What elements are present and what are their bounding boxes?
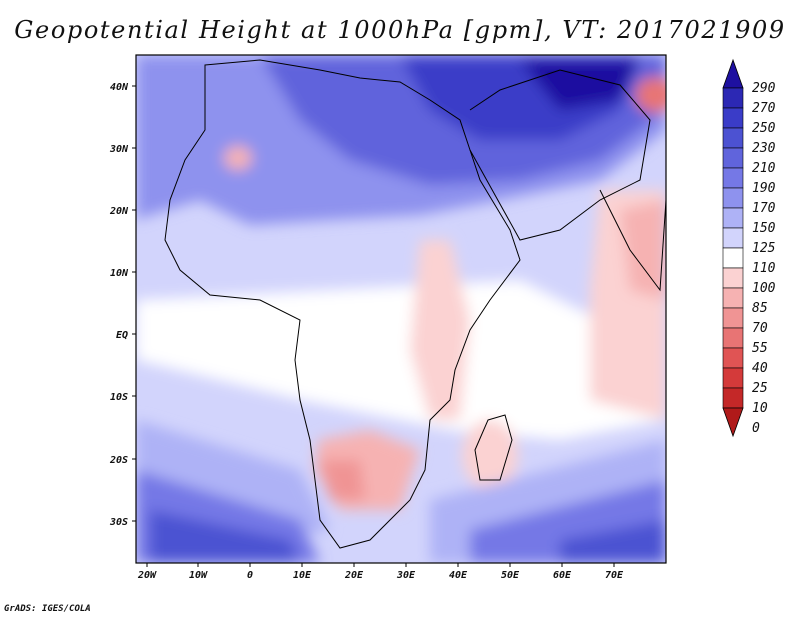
colorbar-swatch-7	[722, 207, 744, 229]
lat-label-20n: 20N	[109, 206, 129, 217]
colorbar-top-arrow	[722, 58, 744, 89]
colorbar-label-25: 25	[752, 381, 768, 396]
lat-label-10s: 10S	[110, 392, 128, 403]
colorbar-label-250: 250	[752, 121, 776, 136]
colorbar-label-85: 85	[752, 301, 768, 316]
lon-label-0: 0	[247, 570, 253, 581]
lat-label-40n: 40N	[110, 82, 129, 93]
colorbar-label-0: 0	[752, 421, 760, 436]
colorbar-label-230: 230	[752, 141, 776, 156]
lat-label-eq: EQ	[116, 330, 128, 341]
colorbar-label-150: 150	[752, 221, 776, 236]
colorbar-swatch-4	[722, 147, 744, 169]
lon-label-10w: 10W	[189, 570, 208, 581]
lat-label-30n: 30N	[109, 144, 129, 155]
lat-label-10n: 10N	[110, 268, 129, 279]
colorbar-label-270: 270	[752, 101, 776, 116]
colorbar-swatch-8	[722, 227, 744, 249]
lon-label-60e: 60E	[553, 570, 572, 581]
lon-label-40e: 40E	[449, 570, 468, 581]
colorbar	[722, 58, 744, 438]
colorbar-label-40: 40	[752, 361, 768, 376]
colorbar-swatch-13	[722, 327, 744, 349]
colorbar-label-55: 55	[752, 341, 768, 356]
map-title: Geopotential Height at 1000hPa [gpm], VT…	[14, 16, 786, 44]
colorbar-label-125: 125	[752, 241, 776, 256]
colorbar-swatch-10	[722, 267, 744, 289]
colorbar-label-10: 10	[752, 401, 768, 416]
colorbar-label-290: 290	[752, 81, 776, 96]
lon-label-10e: 10E	[293, 570, 312, 581]
colorbar-swatch-6	[722, 187, 744, 209]
colorbar-swatch-15	[722, 367, 744, 389]
colorbar-label-100: 100	[752, 281, 776, 296]
lat-label-30s: 30S	[109, 517, 128, 528]
colorbar-label-110: 110	[752, 261, 776, 276]
colorbar-label-190: 190	[752, 181, 776, 196]
colorbar-label-170: 170	[752, 201, 776, 216]
lat-label-20s: 20S	[109, 455, 128, 466]
lon-label-70e: 70E	[605, 570, 624, 581]
lon-label-30e: 30E	[396, 570, 416, 581]
colorbar-swatch-1	[722, 87, 744, 109]
lon-label-20e: 20E	[344, 570, 364, 581]
colorbar-label-210: 210	[752, 161, 776, 176]
lon-label-50e: 50E	[501, 570, 520, 581]
software-credit: GrADS: IGES/COLA	[4, 604, 91, 614]
colorbar-swatch-3	[722, 127, 744, 149]
colorbar-swatch-11	[722, 287, 744, 309]
colorbar-swatch-9	[722, 247, 744, 269]
colorbar-bottom-arrow	[722, 407, 744, 438]
colorbar-swatch-16	[722, 387, 744, 409]
colorbar-swatch-5	[722, 167, 744, 189]
lon-label-20w: 20W	[137, 570, 157, 581]
plot-frame	[135, 54, 667, 564]
colorbar-swatch-2	[722, 107, 744, 129]
colorbar-swatch-12	[722, 307, 744, 329]
colorbar-swatch-14	[722, 347, 744, 369]
colorbar-label-70: 70	[752, 321, 768, 336]
height-field	[136, 55, 666, 563]
